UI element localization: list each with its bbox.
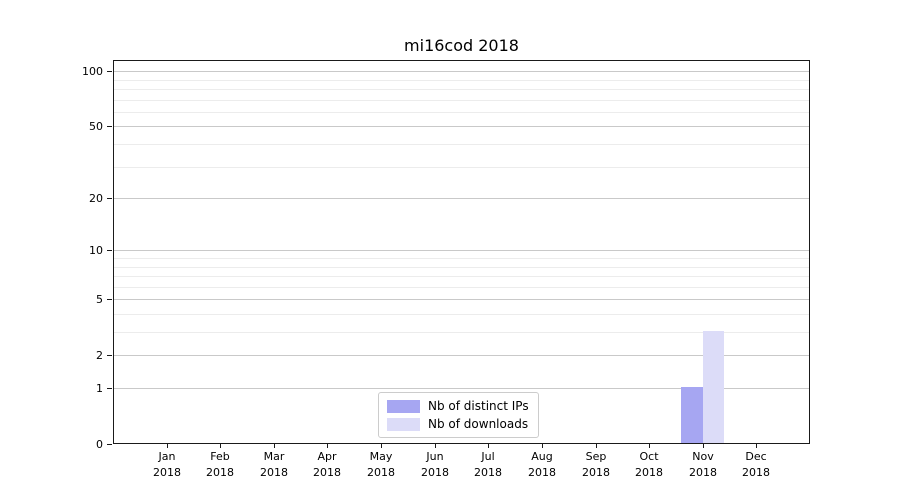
legend: Nb of distinct IPs Nb of downloads [378,392,539,438]
x-tick-label: Oct 2018 [635,450,663,479]
y-gridline-minor [114,332,809,334]
y-gridline-minor [114,79,809,81]
y-gridline-major [114,355,809,357]
x-tick-mark [649,444,650,448]
y-gridline-minor [114,258,809,259]
chart-title: mi16cod 2018 [404,36,519,55]
y-gridline-major [114,198,809,200]
x-tick-label: Sep 2018 [582,450,610,479]
y-gridline-minor [114,266,809,268]
x-tick-mark [596,444,597,448]
y-tick-label: 100 [82,65,103,78]
y-gridline-minor [114,286,809,288]
x-tick-mark [327,444,328,448]
x-tick-mark [167,444,168,448]
x-tick-mark [381,444,382,448]
y-tick-label: 2 [96,349,103,362]
y-tick-mark [107,444,112,445]
y-gridline-major [114,126,809,128]
y-gridline-major [114,250,809,252]
x-tick-label: May 2018 [367,450,395,479]
y-gridline-minor [114,111,809,113]
y-gridline-minor [114,89,809,91]
y-tick-label: 10 [89,244,103,257]
x-tick-label: Dec 2018 [742,450,770,479]
x-tick-label: Mar 2018 [260,450,288,479]
y-tick-label: 1 [96,382,103,395]
legend-label-distinct-ips: Nb of distinct IPs [428,399,529,413]
x-tick-label: Aug 2018 [528,450,556,479]
x-tick-mark [435,444,436,448]
bar-distinct-ips [681,387,703,443]
x-tick-mark [488,444,489,448]
y-gridline-major [114,71,809,73]
x-tick-label: Feb 2018 [206,450,234,479]
x-tick-mark [756,444,757,448]
y-tick-label: 20 [89,192,103,205]
y-tick-mark [107,355,112,356]
y-gridline-minor [114,276,809,278]
y-gridline-minor [114,313,809,315]
x-tick-label: Jul 2018 [474,450,502,479]
y-tick-mark [107,198,112,199]
y-gridline-major [114,299,809,301]
y-gridline-minor [114,166,809,168]
x-tick-mark [542,444,543,448]
x-tick-label: Apr 2018 [313,450,341,479]
y-tick-mark [107,299,112,300]
legend-row-distinct-ips: Nb of distinct IPs [387,399,529,413]
y-tick-label: 50 [89,120,103,133]
x-tick-label: Jan 2018 [153,450,181,479]
legend-swatch-distinct-ips [387,399,420,413]
y-tick-mark [107,71,112,72]
y-tick-mark [107,388,112,389]
y-tick-mark [107,250,112,251]
legend-row-downloads: Nb of downloads [387,417,529,431]
x-tick-label: Jun 2018 [421,450,449,479]
x-tick-label: Nov 2018 [689,450,717,479]
x-tick-mark [274,444,275,448]
legend-label-downloads: Nb of downloads [428,417,529,431]
y-tick-label: 5 [96,293,103,306]
plot-area [113,60,810,444]
y-gridline-major [114,388,809,389]
y-tick-mark [107,126,112,127]
x-tick-mark [703,444,704,448]
y-gridline-minor [114,99,809,101]
y-tick-label: 0 [96,438,103,451]
x-tick-mark [220,444,221,448]
bar-downloads [702,331,725,443]
legend-swatch-downloads [387,417,420,431]
y-gridline-minor [114,144,809,146]
